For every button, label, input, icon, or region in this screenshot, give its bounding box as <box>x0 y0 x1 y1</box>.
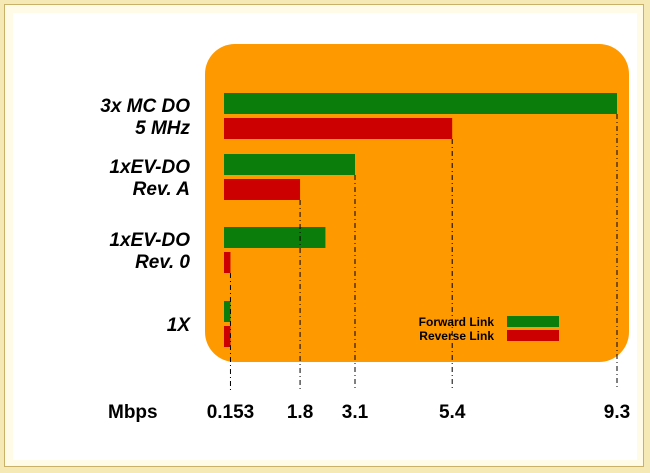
legend-swatch-0 <box>507 316 559 327</box>
bar-reverse-link-1 <box>224 179 301 200</box>
bar-forward-link-3 <box>224 301 231 322</box>
tick-label-1: 1.8 <box>287 402 313 423</box>
category-label-2-line-0: 1xEV-DO <box>109 230 190 251</box>
bar-forward-link-1 <box>224 154 355 175</box>
category-label-1-line-0: 1xEV-DO <box>109 157 190 178</box>
category-label-1-line-1: Rev. A <box>133 179 190 200</box>
legend-label-0: Forward Link <box>419 315 495 329</box>
bar-reverse-link-2 <box>224 252 231 273</box>
tick-label-2: 3.1 <box>342 402 369 423</box>
legend-swatch-1 <box>507 330 559 341</box>
category-label-3-line-0: 1X <box>167 315 192 336</box>
bar-forward-link-0 <box>224 93 617 114</box>
guide-lines <box>229 114 618 390</box>
x-axis-unit-label: Mbps <box>108 402 158 423</box>
bar-reverse-link-3 <box>224 326 231 347</box>
plot-background <box>205 44 629 362</box>
legend-label-1: Reverse Link <box>419 329 494 343</box>
category-label-2-line-1: Rev. 0 <box>135 252 190 273</box>
bar-forward-link-2 <box>224 227 326 248</box>
tick-label-0: 0.153 <box>207 402 255 423</box>
tick-label-4: 9.3 <box>604 402 630 423</box>
tick-labels: 0.153 1.8 3.1 5.4 9.3 <box>207 402 631 423</box>
tick-label-3: 5.4 <box>439 402 466 423</box>
bar-reverse-link-0 <box>224 118 453 139</box>
bars-group <box>224 93 617 347</box>
category-label-0-line-0: 3x MC DO <box>100 96 190 117</box>
category-label-0-line-1: 5 MHz <box>135 118 190 139</box>
